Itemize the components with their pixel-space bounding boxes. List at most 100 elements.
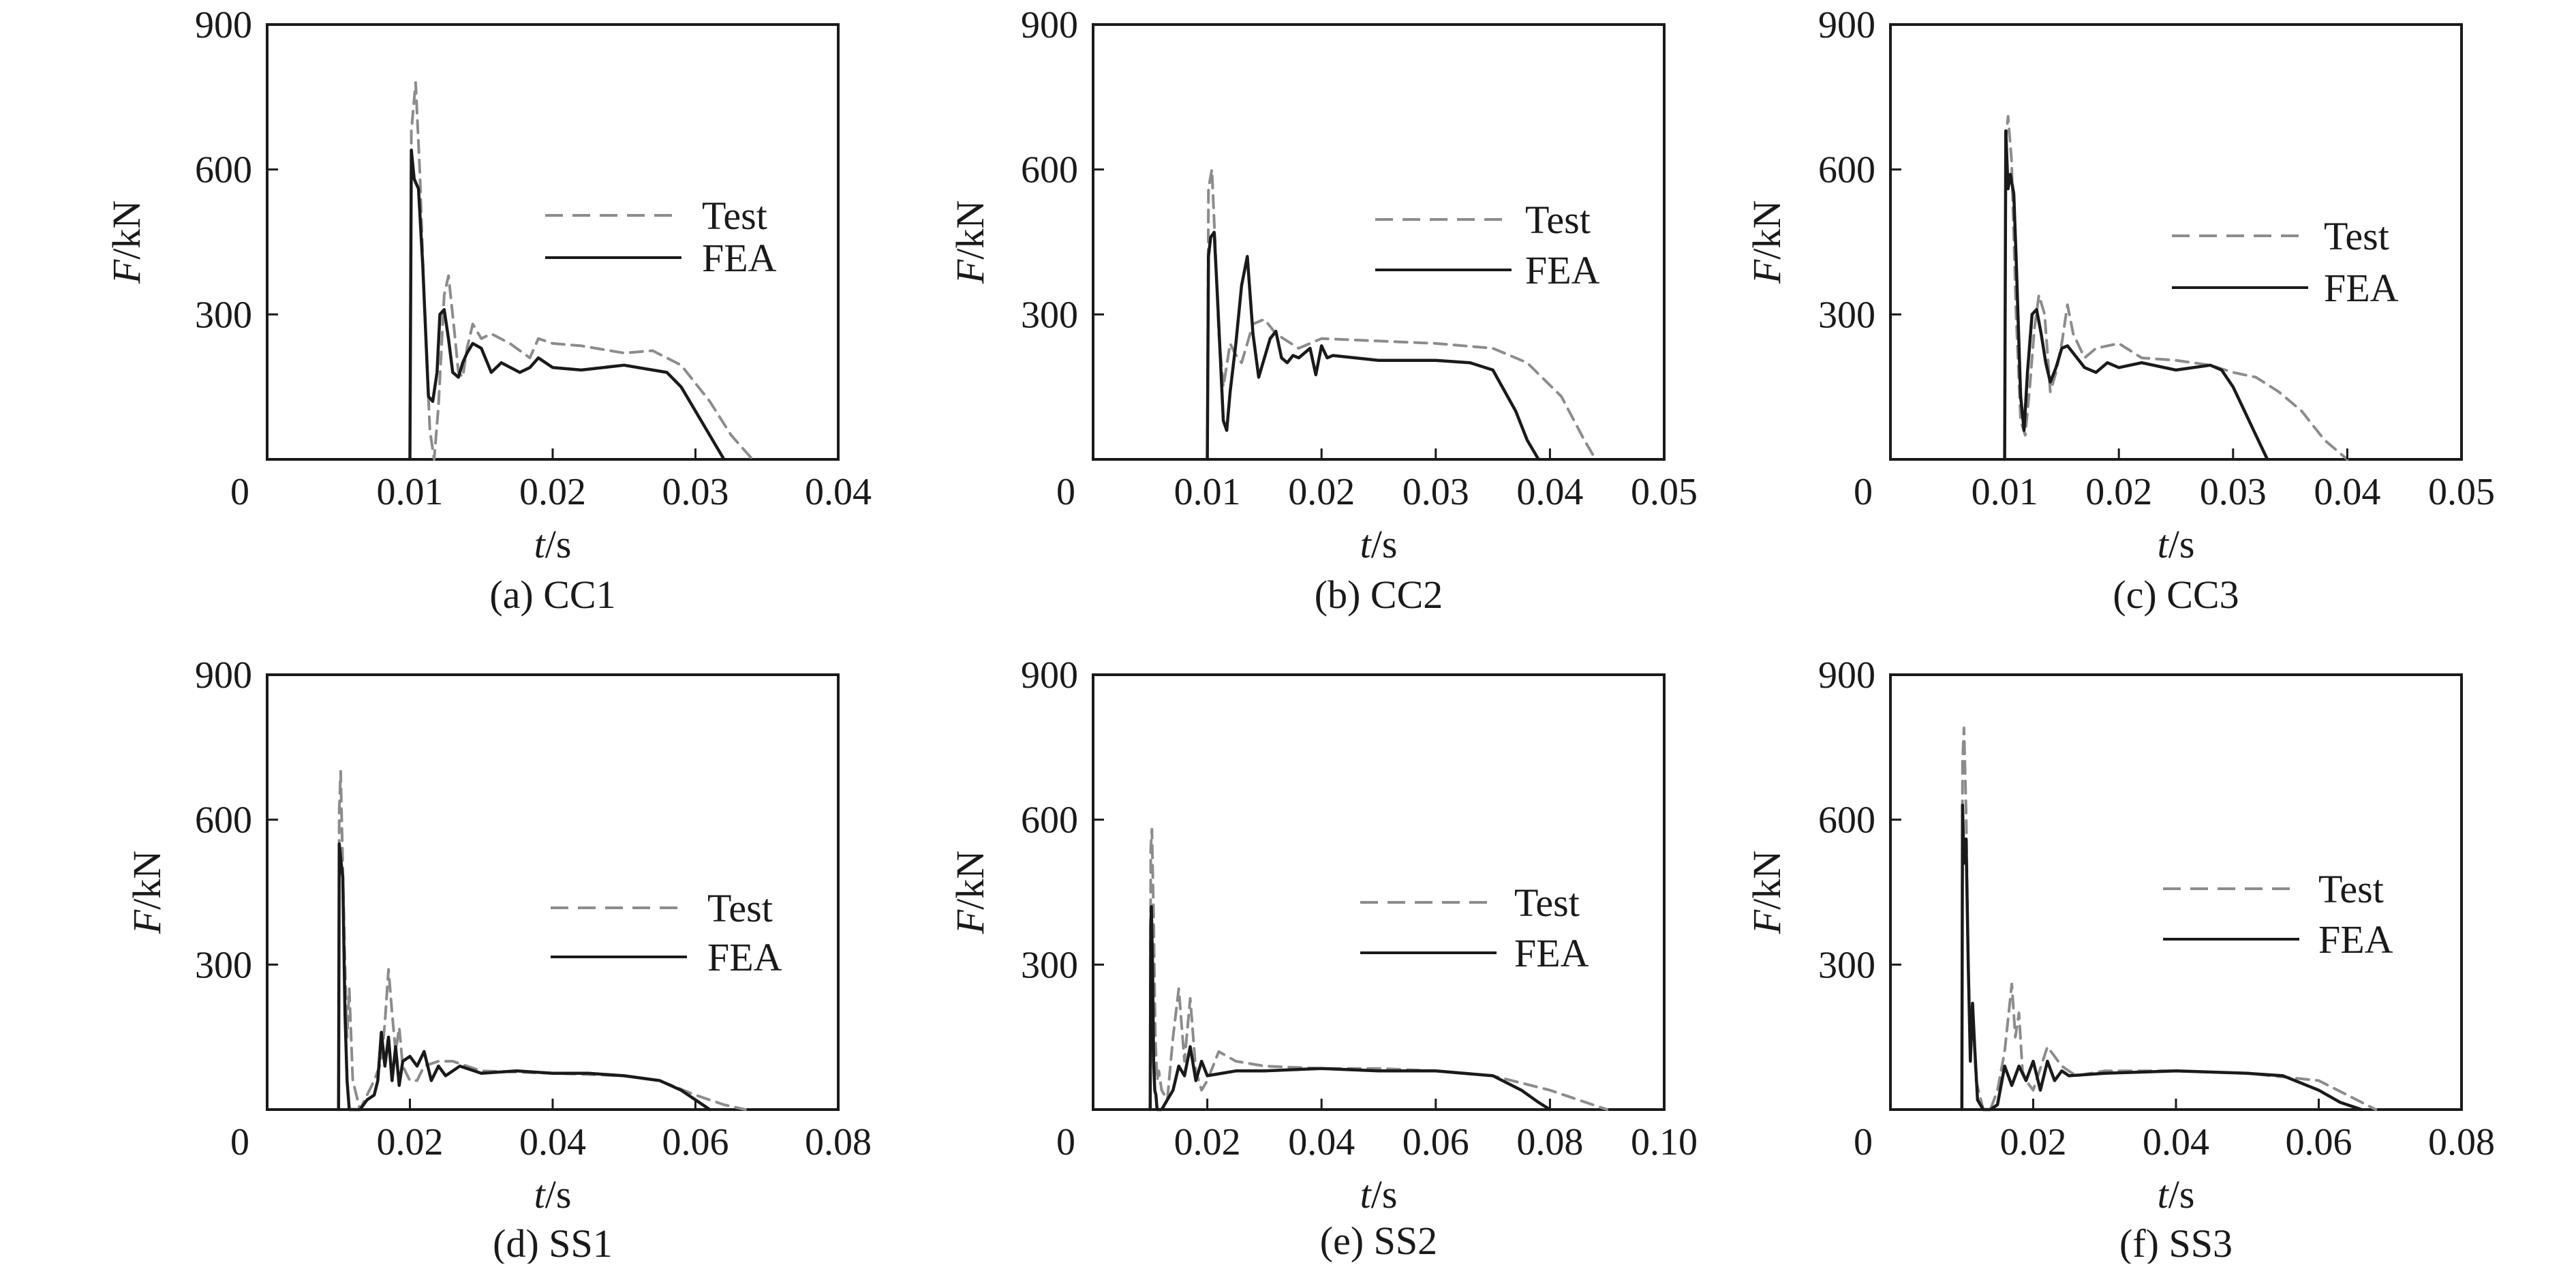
legend: Test FEA: [545, 194, 777, 280]
y-tick-label: 300: [195, 944, 252, 986]
y-tick-label: 600: [1818, 149, 1875, 192]
x-tick-label: 0.02: [2085, 471, 2152, 513]
ticks-layer: 0 0.02 0.04 0.06 0.08 0.10 300 600 900: [1021, 654, 1698, 1163]
y-tick-label: 600: [1021, 149, 1078, 192]
x-tick-label: 0.06: [2286, 1121, 2352, 1163]
x-tick-label: 0.08: [1516, 1121, 1583, 1163]
x-axis-var: t: [2158, 1172, 2170, 1217]
x-tick-label: 0.02: [1288, 471, 1355, 513]
series-line-fea: [337, 842, 711, 1112]
y-tick-label: 600: [195, 149, 252, 192]
x-tick-label: 0.04: [1288, 1121, 1355, 1163]
legend-label-fea: FEA: [702, 236, 777, 280]
x-axis-var: t: [1360, 1172, 1373, 1217]
y-axis-unit: /kN: [1745, 851, 1789, 910]
y-tick-label: 600: [1021, 799, 1078, 842]
x-axis-label: t/s: [534, 1172, 572, 1217]
x-tick-label: 0.04: [519, 1121, 586, 1163]
x-axis-unit: /s: [545, 522, 572, 566]
legend: Test FEA: [2172, 214, 2399, 310]
plot-frame: [1092, 673, 1666, 1111]
series-layer: [1148, 827, 1609, 1112]
y-axis-label: F/kN: [125, 851, 169, 934]
series-line-fea: [2003, 129, 2269, 461]
y-tick-label: 600: [1818, 799, 1875, 842]
legend-label-test: Test: [2318, 867, 2384, 911]
x-tick-label: 0.02: [1174, 1121, 1241, 1163]
y-axis-label: F/kN: [948, 200, 992, 284]
y-axis-var: F: [1745, 259, 1789, 284]
panel-caption: (f) SS3: [2119, 1221, 2233, 1264]
legend: Test FEA: [1360, 881, 1589, 975]
x-tick-label: 0.04: [2314, 471, 2380, 513]
x-tick-label: 0: [1854, 471, 1873, 513]
y-tick-label: 300: [195, 294, 252, 336]
plot-frame: [1092, 23, 1666, 461]
x-tick-label: 0: [1056, 1121, 1075, 1163]
series-layer: [337, 769, 747, 1112]
x-tick-label: 0.03: [2200, 471, 2267, 513]
ticks-layer: 0 0.02 0.04 0.06 0.08 300 600 900: [195, 654, 872, 1163]
x-axis-unit: /s: [1371, 522, 1398, 566]
y-axis-label: F/kN: [1745, 200, 1789, 284]
legend: Test FEA: [1375, 198, 1600, 292]
x-tick-label: 0.08: [805, 1121, 872, 1163]
panel-caption: (d) SS1: [493, 1221, 613, 1264]
ticks-layer: 0 0.01 0.02 0.03 0.04 300 600 900: [195, 4, 872, 513]
ticks-layer: 0 0.01 0.02 0.03 0.04 0.05 300 600 900: [1818, 4, 2495, 513]
panel-caption: (c) CC3: [2113, 573, 2239, 617]
x-axis-var: t: [534, 1172, 547, 1217]
x-tick-label: 0: [1854, 1121, 1873, 1163]
legend: Test FEA: [551, 886, 782, 979]
y-tick-label: 300: [1818, 944, 1875, 986]
x-tick-label: 0: [1056, 471, 1075, 513]
series-layer: [1960, 727, 2378, 1112]
y-tick-label: 300: [1021, 294, 1078, 336]
y-axis-unit: /kN: [948, 851, 992, 910]
x-axis-label: t/s: [2158, 522, 2195, 566]
y-axis-unit: /kN: [104, 200, 149, 260]
x-axis-label: t/s: [1360, 1172, 1398, 1217]
y-axis-unit: /kN: [1745, 200, 1789, 260]
x-tick-label: 0: [230, 471, 249, 513]
x-axis-label: t/s: [2158, 1172, 2195, 1217]
x-tick-label: 0.03: [1402, 471, 1469, 513]
x-axis-var: t: [534, 522, 547, 566]
panel-a: 0 0.01 0.02 0.03 0.04 300 600 900 F/kN t/s (a) …: [104, 4, 872, 617]
y-axis-var: F: [948, 259, 992, 284]
x-tick-label: 0.06: [1402, 1121, 1469, 1163]
panel-caption: (a) CC1: [489, 573, 615, 617]
series-line-fea: [408, 149, 726, 461]
x-tick-label: 0.06: [662, 1121, 729, 1163]
legend-label-fea: FEA: [2324, 266, 2399, 310]
y-tick-label: 300: [1021, 944, 1078, 986]
x-tick-label: 0.05: [1631, 471, 1698, 513]
x-axis-var: t: [2158, 522, 2170, 566]
legend-label-test: Test: [2324, 214, 2389, 258]
x-tick-label: 0.10: [1631, 1121, 1698, 1163]
y-axis-var: F: [104, 259, 149, 284]
y-tick-label: 300: [1818, 294, 1875, 336]
series-line-fea: [1148, 905, 1552, 1112]
x-axis-var: t: [1360, 522, 1373, 566]
series-layer: [2003, 115, 2349, 461]
x-tick-label: 0.03: [662, 471, 729, 513]
x-tick-label: 0.01: [1972, 471, 2038, 513]
x-tick-label: 0.02: [2000, 1121, 2067, 1163]
x-tick-label: 0.02: [519, 471, 586, 513]
series-line-fea: [1206, 230, 1540, 461]
x-tick-label: 0.04: [805, 471, 872, 513]
ticks-layer: 0 0.02 0.04 0.06 0.08 300 600 900: [1818, 654, 2495, 1163]
legend-label-fea: FEA: [1525, 248, 1600, 292]
legend-label-test: Test: [1514, 881, 1580, 925]
panel-caption: (e) SS2: [1320, 1219, 1437, 1263]
ticks-layer: 0 0.01 0.02 0.03 0.04 0.05 300 600 900: [1021, 4, 1698, 513]
x-tick-label: 0.08: [2428, 1121, 2495, 1163]
x-axis-unit: /s: [545, 1172, 572, 1217]
y-axis-unit: /kN: [948, 200, 992, 260]
